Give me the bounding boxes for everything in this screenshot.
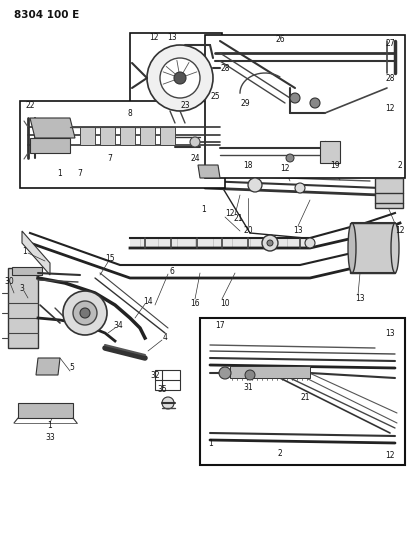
Text: 8304 100 E: 8304 100 E [14,10,79,20]
Circle shape [294,183,304,193]
Text: 6: 6 [169,266,174,276]
Text: 14: 14 [143,296,153,305]
Circle shape [173,72,186,84]
Circle shape [266,240,272,246]
Bar [100,127,115,145]
Bar [8,268,38,348]
Text: 32: 32 [150,370,160,379]
Circle shape [261,235,277,251]
Bar [229,366,309,378]
Text: 34: 34 [113,320,123,329]
Circle shape [285,154,293,162]
Text: 5: 5 [70,364,74,373]
Text: 21: 21 [233,214,242,222]
Bar [12,267,42,275]
Text: 2: 2 [397,160,401,169]
Text: 1: 1 [207,439,212,448]
Text: 3: 3 [20,284,25,293]
Text: 26: 26 [274,35,284,44]
Text: 25: 25 [210,92,219,101]
Text: 33: 33 [45,433,55,442]
Polygon shape [130,238,309,248]
Circle shape [73,301,97,325]
Bar [155,370,180,390]
Ellipse shape [347,223,355,273]
Text: 1: 1 [201,205,206,214]
Text: 19: 19 [329,160,339,169]
Text: 12: 12 [280,164,289,173]
Bar [139,127,155,145]
Circle shape [80,308,90,318]
Bar [160,127,175,145]
Circle shape [189,137,200,147]
Text: 27: 27 [384,38,394,47]
Text: 18: 18 [243,160,252,169]
Text: 8: 8 [127,109,132,117]
Polygon shape [198,165,220,178]
Circle shape [162,397,173,409]
Circle shape [304,238,314,248]
Bar [18,403,73,418]
Text: 10: 10 [220,298,229,308]
Text: 24: 24 [190,154,199,163]
Bar [20,101,225,188]
Text: 4: 4 [162,334,167,343]
Polygon shape [30,118,75,138]
Text: 12: 12 [384,103,394,112]
Bar [319,141,339,163]
Text: 12: 12 [149,33,158,42]
Bar [349,223,394,273]
Text: 16: 16 [190,298,199,308]
Text: 13: 13 [354,294,364,303]
Bar [374,178,402,208]
Text: 12: 12 [394,225,404,235]
Ellipse shape [390,223,398,273]
Bar [200,318,404,465]
Text: 28: 28 [220,63,229,72]
Text: 1: 1 [47,422,52,431]
Circle shape [289,93,299,103]
Circle shape [218,367,230,379]
Circle shape [63,291,107,335]
Text: 12: 12 [384,450,394,459]
Text: 35: 35 [157,385,166,394]
Text: 20: 20 [243,225,252,235]
Text: 1: 1 [22,246,27,255]
Circle shape [247,178,261,192]
Polygon shape [22,231,50,275]
Circle shape [160,58,200,98]
Text: 17: 17 [214,320,224,329]
Text: 15: 15 [105,254,115,262]
Text: 23: 23 [180,101,189,109]
Text: 21: 21 [299,393,309,402]
Bar [130,33,221,121]
Text: 13: 13 [167,33,176,42]
Polygon shape [30,138,70,153]
Text: 7: 7 [107,154,112,163]
Text: 22: 22 [25,101,35,109]
Text: 7: 7 [77,168,82,177]
Circle shape [245,370,254,380]
Text: 13: 13 [384,328,394,337]
Polygon shape [36,358,60,375]
Bar [80,127,95,145]
Text: 12: 12 [225,208,234,217]
Bar [120,127,135,145]
Circle shape [309,98,319,108]
Text: 1: 1 [58,168,62,177]
Text: 31: 31 [243,384,252,392]
Text: 13: 13 [292,225,302,235]
Text: 2: 2 [277,448,282,457]
Circle shape [147,45,213,111]
Bar [204,35,404,178]
Text: 28: 28 [384,74,394,83]
Text: 30: 30 [4,277,14,286]
Text: 29: 29 [240,99,249,108]
